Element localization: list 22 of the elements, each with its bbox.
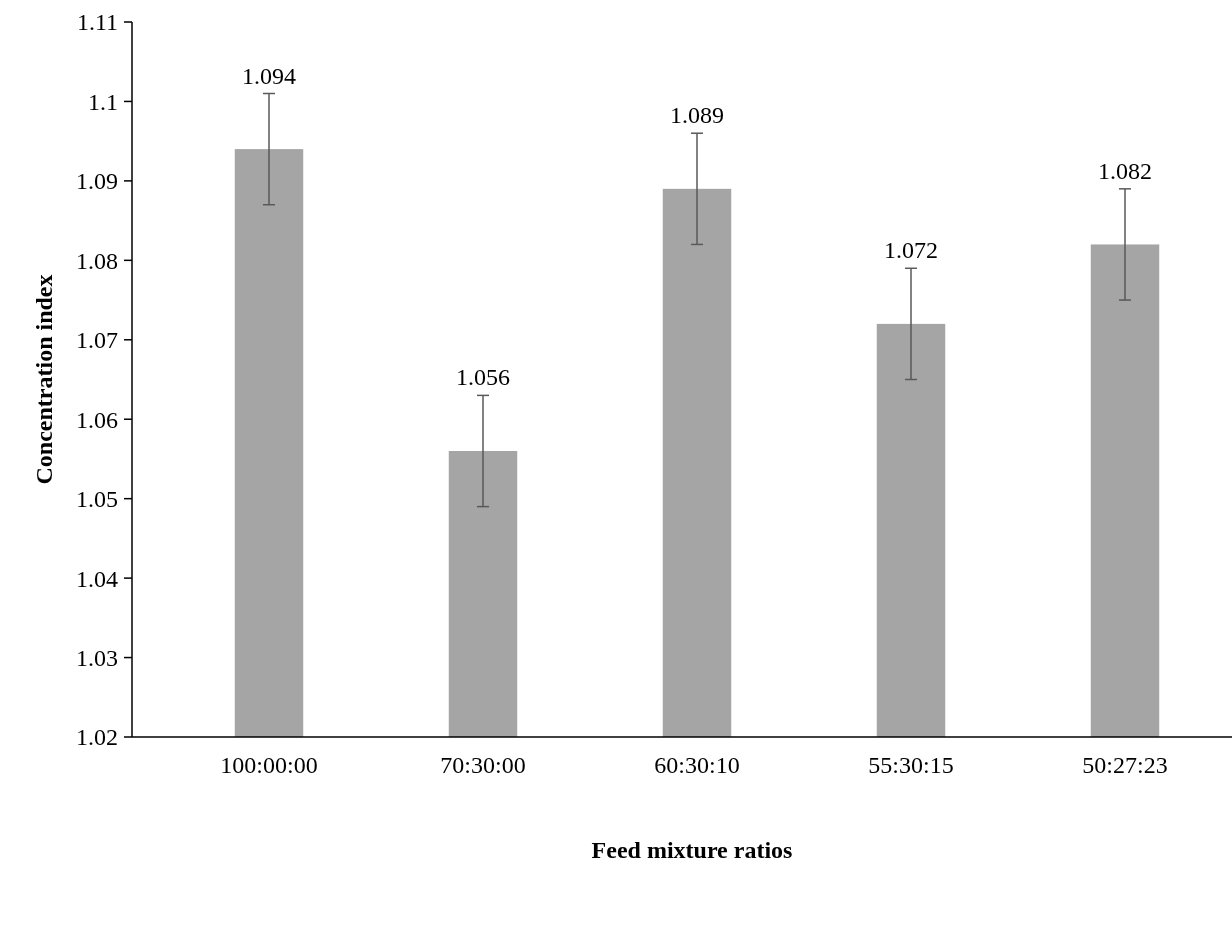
- data-label: 1.089: [670, 102, 724, 129]
- data-label: 1.094: [242, 62, 296, 89]
- y-tick-label: 1.05: [76, 486, 118, 513]
- x-tick-label: 70:30:00: [440, 752, 526, 778]
- data-label: 1.056: [456, 364, 510, 391]
- x-tick-label: 50:27:23: [1082, 752, 1168, 778]
- data-label: 1.072: [884, 237, 938, 264]
- y-tick-label: 1.07: [76, 327, 118, 354]
- x-tick-label: 60:30:10: [654, 752, 740, 778]
- x-axis-title: Feed mixture ratios: [591, 837, 793, 863]
- y-tick-label: 1.02: [76, 724, 118, 751]
- y-tick-label: 1.03: [76, 644, 118, 671]
- y-tick-label: 1.1: [88, 88, 118, 115]
- x-tick-label: 100:00:00: [220, 752, 318, 778]
- y-tick-label: 1.09: [76, 168, 118, 195]
- y-tick-label: 1.04: [76, 565, 118, 592]
- data-label: 1.082: [1098, 157, 1152, 184]
- y-axis-title: Concentration index: [31, 274, 57, 485]
- x-tick-label: 55:30:15: [868, 752, 954, 778]
- y-tick-label: 1.08: [76, 247, 118, 274]
- y-tick-label: 1.11: [76, 9, 118, 36]
- y-tick-label: 1.06: [76, 406, 118, 433]
